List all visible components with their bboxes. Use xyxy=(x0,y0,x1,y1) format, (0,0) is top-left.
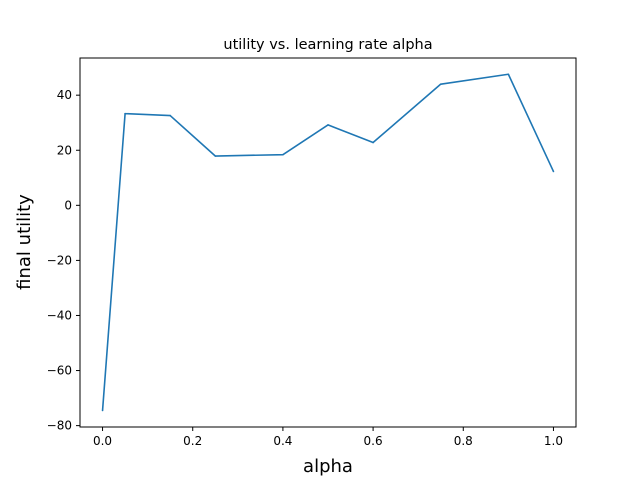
y-tick-label: 0 xyxy=(64,198,72,212)
data-point xyxy=(372,141,374,144)
y-tick-label: −40 xyxy=(47,308,72,322)
y-axis-label: final utility xyxy=(14,194,35,290)
data-point xyxy=(507,73,510,76)
x-tick-label: 0.2 xyxy=(183,434,202,448)
data-point xyxy=(101,409,104,412)
data-point xyxy=(282,153,284,156)
data-point xyxy=(327,124,329,126)
series-line xyxy=(101,73,555,411)
x-axis: 0.0 0.2 0.4 0.6 0.8 1.0 xyxy=(93,427,563,448)
plot-frame xyxy=(79,57,577,428)
data-point xyxy=(439,83,442,85)
y-tick-label: −20 xyxy=(47,253,72,267)
y-tick-label: −80 xyxy=(47,419,72,433)
chart-title: utility vs. learning rate alpha xyxy=(223,37,432,53)
series-layer xyxy=(101,73,555,412)
x-tick-label: 0.6 xyxy=(364,434,383,448)
y-tick-label: −60 xyxy=(47,364,72,378)
y-tick-label: 20 xyxy=(57,143,72,157)
x-tick-label: 0.0 xyxy=(93,434,112,448)
data-point xyxy=(169,114,171,117)
data-point xyxy=(552,170,555,173)
x-tick-label: 0.8 xyxy=(454,434,473,448)
x-axis-label: alpha xyxy=(303,456,353,477)
y-axis: −80 −60 −40 −20 0 20 40 xyxy=(47,88,80,433)
x-tick-label: 0.4 xyxy=(273,434,292,448)
y-tick-label: 40 xyxy=(57,88,72,102)
data-point xyxy=(124,112,126,115)
data-point xyxy=(214,155,217,157)
x-tick-label: 1.0 xyxy=(544,434,563,448)
